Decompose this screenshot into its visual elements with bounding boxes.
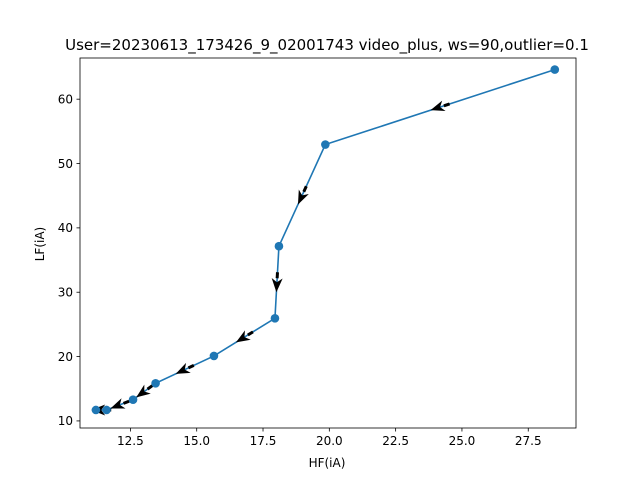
plot-area-frame [79,57,577,429]
data-point [91,405,101,415]
arrow-head [430,100,446,112]
arrow-shaft [302,185,308,193]
arrow-head [175,362,191,374]
arrow-head [271,277,283,293]
y-tick-label: 50 [58,157,73,171]
data-point [274,241,284,251]
x-tick-label: 22.5 [382,434,409,448]
y-tick-label: 40 [58,221,73,235]
x-tick-label: 20.0 [316,434,343,448]
x-tick-label: 25.0 [449,434,476,448]
data-point [102,405,111,415]
arrow-head [136,384,151,398]
arrow-shaft [122,399,130,405]
ticks-layer: 12.5 15.0 17.5 20.0 22.5 25.0 27.5 10 20 30 40 50 60 [58,92,542,448]
arrow-shaft [187,364,195,370]
data-point [151,378,160,388]
data-point [209,351,219,361]
data-point [128,395,138,404]
y-tick-label: 60 [58,92,73,106]
chart-title: User=20230613_173426_9_02001743 video_pl… [65,36,589,55]
data-point [270,313,280,323]
arrow-shaft [247,330,254,337]
x-axis-label: HF(iA) [309,456,346,470]
y-tick-label: 20 [58,350,73,364]
arrow-shaft [146,384,154,391]
x-tick-label: 15.0 [183,434,210,448]
x-tick-label: 27.5 [515,434,542,448]
data-point [550,65,560,74]
arrow-head [110,398,126,409]
y-axis-label: LF(iA) [33,227,47,262]
y-tick-label: 30 [58,286,73,300]
x-tick-label: 12.5 [117,434,144,448]
y-tick-label: 10 [58,414,73,428]
arrow-shaft [443,102,451,108]
data-points-layer [91,65,560,415]
x-tick-label: 17.5 [250,434,277,448]
arrow-head [297,189,309,205]
data-point [321,140,330,149]
arrow-head [235,330,251,343]
